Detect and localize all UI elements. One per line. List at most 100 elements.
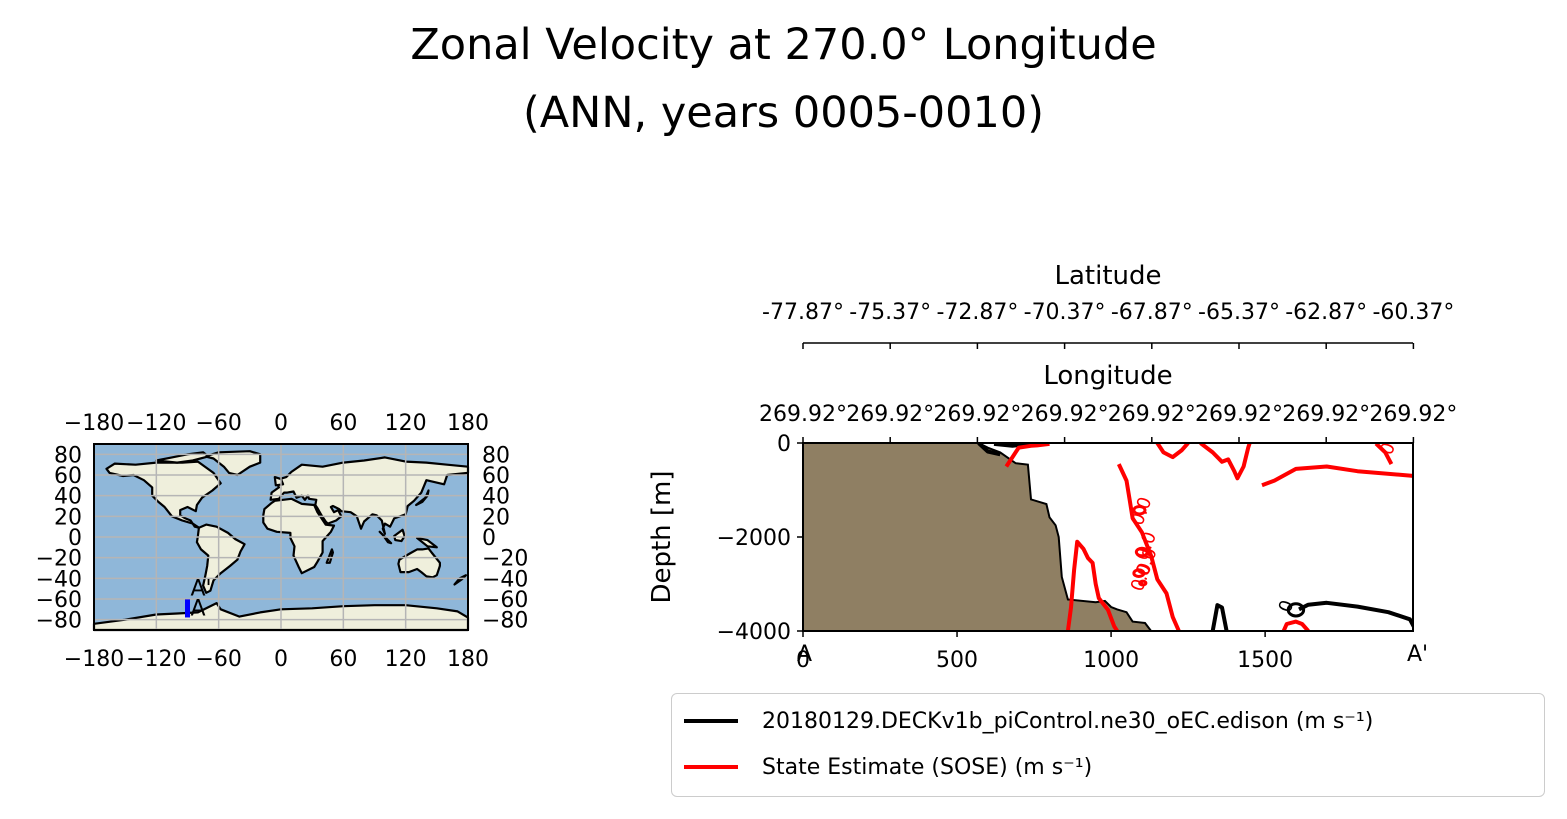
map-left-tick-label: 60: [54, 464, 82, 489]
island-new-zealand: [453, 574, 467, 586]
longitude-tick-label: 269.92°: [846, 402, 934, 427]
contour-loop-obs: [1134, 546, 1149, 558]
contour-model: [977, 443, 1001, 457]
map-frame: [93, 443, 469, 631]
contour-obs: [1261, 464, 1413, 488]
contour-loop-obs: [1132, 568, 1146, 578]
contour-obs: [1065, 539, 1119, 631]
section-y-tick-label: 0: [777, 432, 791, 457]
map-top-tick-label: 0: [274, 411, 288, 436]
map-right-tick-label: −80: [482, 609, 528, 634]
longitude-axis-label: Longitude: [1043, 361, 1172, 391]
map-right-tick-label: 20: [482, 505, 510, 530]
map-top-tick-label: −60: [195, 411, 241, 436]
latitude-tick-label: -62.87°: [1285, 300, 1367, 325]
map-left-tick-label: −60: [36, 588, 82, 613]
legend-label-obs: State Estimate (SOSE) (m s⁻¹): [762, 754, 1093, 780]
legend: 20180129.DECKv1b_piControl.ne30_oEC.edis…: [671, 693, 1545, 797]
map-right-tick-label: 40: [482, 485, 510, 510]
longitude-tick-label: 269.92°: [1282, 402, 1370, 427]
longitude-tick-label: 269.92°: [933, 402, 1021, 427]
contour-loop-obs: [1138, 579, 1148, 587]
map-right-tick-label: −20: [482, 547, 528, 572]
map-left-tick-label: −20: [36, 547, 82, 572]
figure-title-line-1: Zonal Velocity at 270.0° Longitude: [410, 20, 1157, 70]
continent-north-america: [105, 460, 222, 529]
map-top-tick-label: 180: [447, 411, 489, 436]
contour-model: [1210, 603, 1229, 631]
latitude-axis-label: Latitude: [1054, 261, 1161, 291]
figure-title-line-2: (ANN, years 0005-0010): [522, 88, 1045, 138]
island-japan: [415, 489, 430, 507]
map-left-tick-label: −80: [36, 609, 82, 634]
map-bottom-tick-label: −180: [64, 647, 124, 672]
latitude-tick-label: -75.37°: [849, 300, 931, 325]
contour-obs: [1199, 443, 1252, 481]
latitude-tick-label: -60.37°: [1372, 300, 1454, 325]
map-right-tick-label: −40: [482, 567, 528, 592]
longitude-tick-label: 269.92°: [1108, 402, 1196, 427]
latitude-tick-label: -70.37°: [1024, 300, 1106, 325]
map-bottom-tick-label: 60: [329, 647, 357, 672]
map-transect-end-label: A': [191, 576, 212, 601]
map-right-tick-label: 80: [482, 443, 510, 468]
legend-line-obs: [684, 765, 738, 769]
map-bottom-tick-label: −60: [195, 647, 241, 672]
latitude-tick-label: -67.87°: [1111, 300, 1193, 325]
section-bathymetry: [803, 443, 1153, 631]
contour-obs: [1374, 443, 1394, 466]
section-x-tick-label: 1500: [1237, 648, 1293, 673]
map-left-tick-label: −40: [36, 567, 82, 592]
map-top-tick-label: 120: [385, 411, 427, 436]
map-right-tick-label: 60: [482, 464, 510, 489]
section-end-label: A': [1407, 642, 1428, 667]
contour-loop-model: [1286, 602, 1306, 618]
longitude-tick-label: 269.92°: [1021, 402, 1109, 427]
legend-label-model: 20180129.DECKv1b_piControl.ne30_oEC.edis…: [762, 708, 1374, 734]
legend-line-model: [684, 719, 738, 723]
contour-obs: [1004, 443, 1050, 468]
island-madagascar: [325, 548, 334, 564]
map-top-tick-label: −180: [64, 411, 124, 436]
map-left-tick-label: 40: [54, 485, 82, 510]
section-plot-area: 0.00.00.00.00.00: [803, 424, 1413, 631]
map-bottom-tick-label: 120: [385, 647, 427, 672]
map-bottom-tick-label: 0: [274, 647, 288, 672]
continent-south-america: [195, 523, 246, 594]
map-right-tick-label: 0: [482, 526, 496, 551]
latitude-tick-label: -77.87°: [762, 300, 844, 325]
section-y-axis-label: Depth [m]: [647, 470, 677, 603]
contour-label: 0.0: [1376, 424, 1406, 458]
contour-model: [1298, 600, 1413, 630]
island-new-guinea: [416, 536, 438, 549]
longitude-tick-label: 269.92°: [1195, 402, 1283, 427]
latitude-tick-label: -72.87°: [936, 300, 1018, 325]
map-left-tick-label: 0: [68, 526, 82, 551]
map-bottom-tick-label: 180: [447, 647, 489, 672]
contour-obs: [1116, 463, 1181, 631]
map-right-tick-label: −60: [482, 588, 528, 613]
legend-item-model: 20180129.DECKv1b_piControl.ne30_oEC.edis…: [684, 701, 1373, 741]
section-start-label: A: [797, 642, 812, 667]
map-left-tick-label: 80: [54, 443, 82, 468]
map-transect-start-label: A: [191, 596, 206, 621]
legend-item-obs: State Estimate (SOSE) (m s⁻¹): [684, 747, 1092, 787]
section-x-tick-label: 0: [796, 648, 810, 673]
latitude-tick-label: -65.37°: [1198, 300, 1280, 325]
longitude-tick-label: 269.92°: [1369, 402, 1457, 427]
contour-obs: [1281, 619, 1310, 631]
island-borneo: [393, 528, 406, 543]
map-top-tick-label: 60: [329, 411, 357, 436]
map-bottom-tick-label: −120: [126, 647, 186, 672]
contour-label: 0: [1275, 597, 1299, 615]
contour-obs: [1155, 443, 1190, 460]
map-left-tick-label: 20: [54, 505, 82, 530]
longitude-tick-label: 269.92°: [759, 402, 847, 427]
section-y-tick-label: −4000: [717, 620, 791, 645]
section-y-tick-label: −2000: [717, 526, 791, 551]
section-x-tick-label: 1000: [1083, 648, 1139, 673]
contour-loop-obs: [1132, 504, 1147, 516]
map-top-tick-label: −120: [126, 411, 186, 436]
